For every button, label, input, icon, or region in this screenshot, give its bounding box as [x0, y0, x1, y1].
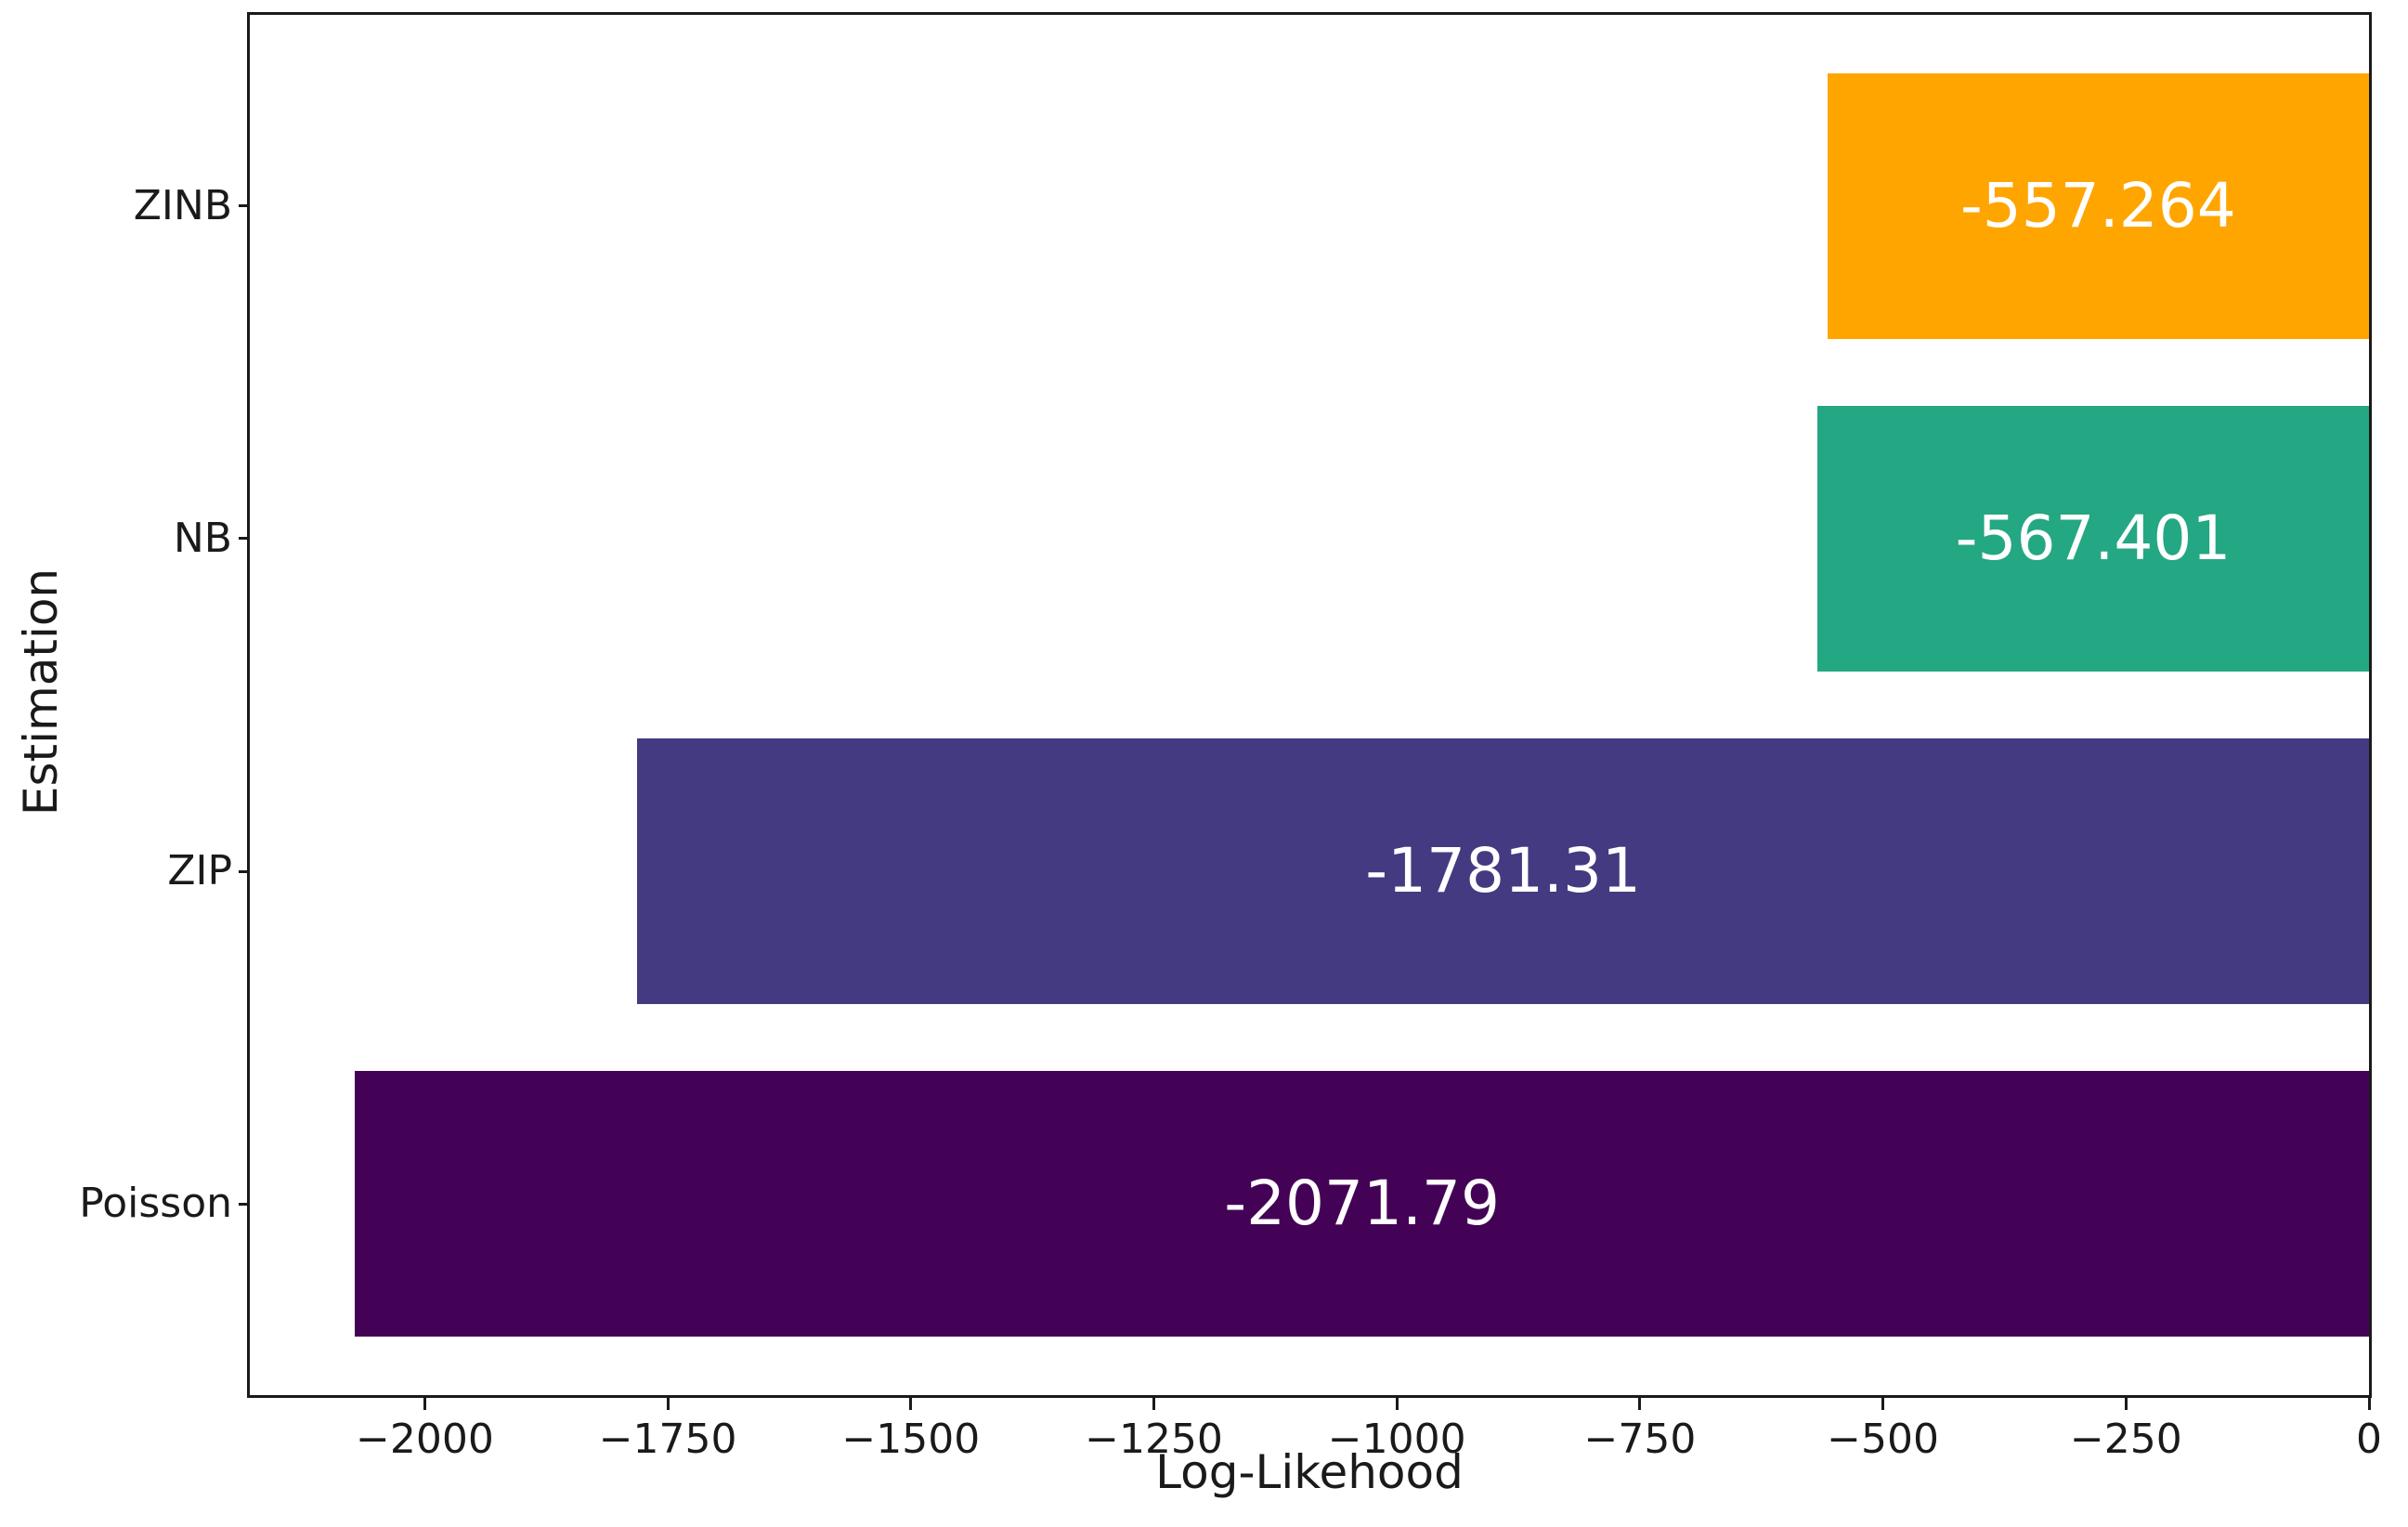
x-tick-label: −750	[1583, 1416, 1697, 1463]
x-tick-mark	[1638, 1398, 1642, 1410]
bar-value-label-zip: -1781.31	[1365, 835, 1642, 907]
x-tick-label: −250	[2069, 1416, 2182, 1463]
x-axis-title: Log-Likehood	[1155, 1445, 1464, 1499]
x-tick-label: −1250	[1085, 1416, 1223, 1463]
y-tick-mark	[239, 537, 250, 541]
x-tick-mark	[2367, 1398, 2371, 1410]
x-tick-mark	[1881, 1398, 1885, 1410]
x-tick-mark	[1395, 1398, 1399, 1410]
y-category-label-nb: NB	[173, 514, 232, 562]
bar-zinb: -557.264	[1827, 72, 2369, 340]
x-tick-label: 0	[2356, 1416, 2382, 1463]
bar-nb: -567.401	[1817, 405, 2369, 672]
y-axis-title: Estimation	[14, 568, 68, 816]
x-tick-label: −2000	[356, 1416, 494, 1463]
x-tick-label: −500	[1827, 1416, 1940, 1463]
x-tick-mark	[423, 1398, 426, 1410]
x-tick-label: −1500	[841, 1416, 981, 1463]
bar-value-label-nb: -567.401	[1955, 502, 2232, 574]
bar-poisson: -2071.79	[355, 1070, 2369, 1338]
x-tick-mark	[666, 1398, 670, 1410]
y-tick-mark	[239, 204, 250, 208]
x-tick-mark	[909, 1398, 913, 1410]
bar-value-label-zinb: -557.264	[1959, 169, 2236, 241]
x-tick-label: −1750	[598, 1416, 737, 1463]
bar-value-label-poisson: -2071.79	[1224, 1168, 1500, 1240]
x-tick-mark	[2124, 1398, 2128, 1410]
x-tick-label: −1000	[1327, 1416, 1466, 1463]
y-tick-mark	[239, 1202, 250, 1206]
x-tick-mark	[1152, 1398, 1155, 1410]
bar-zip: -1781.31	[637, 737, 2369, 1005]
y-tick-mark	[239, 869, 250, 873]
y-category-label-zinb: ZINB	[133, 181, 232, 229]
y-category-label-zip: ZIP	[167, 847, 232, 895]
y-category-label-poisson: Poisson	[79, 1180, 232, 1228]
